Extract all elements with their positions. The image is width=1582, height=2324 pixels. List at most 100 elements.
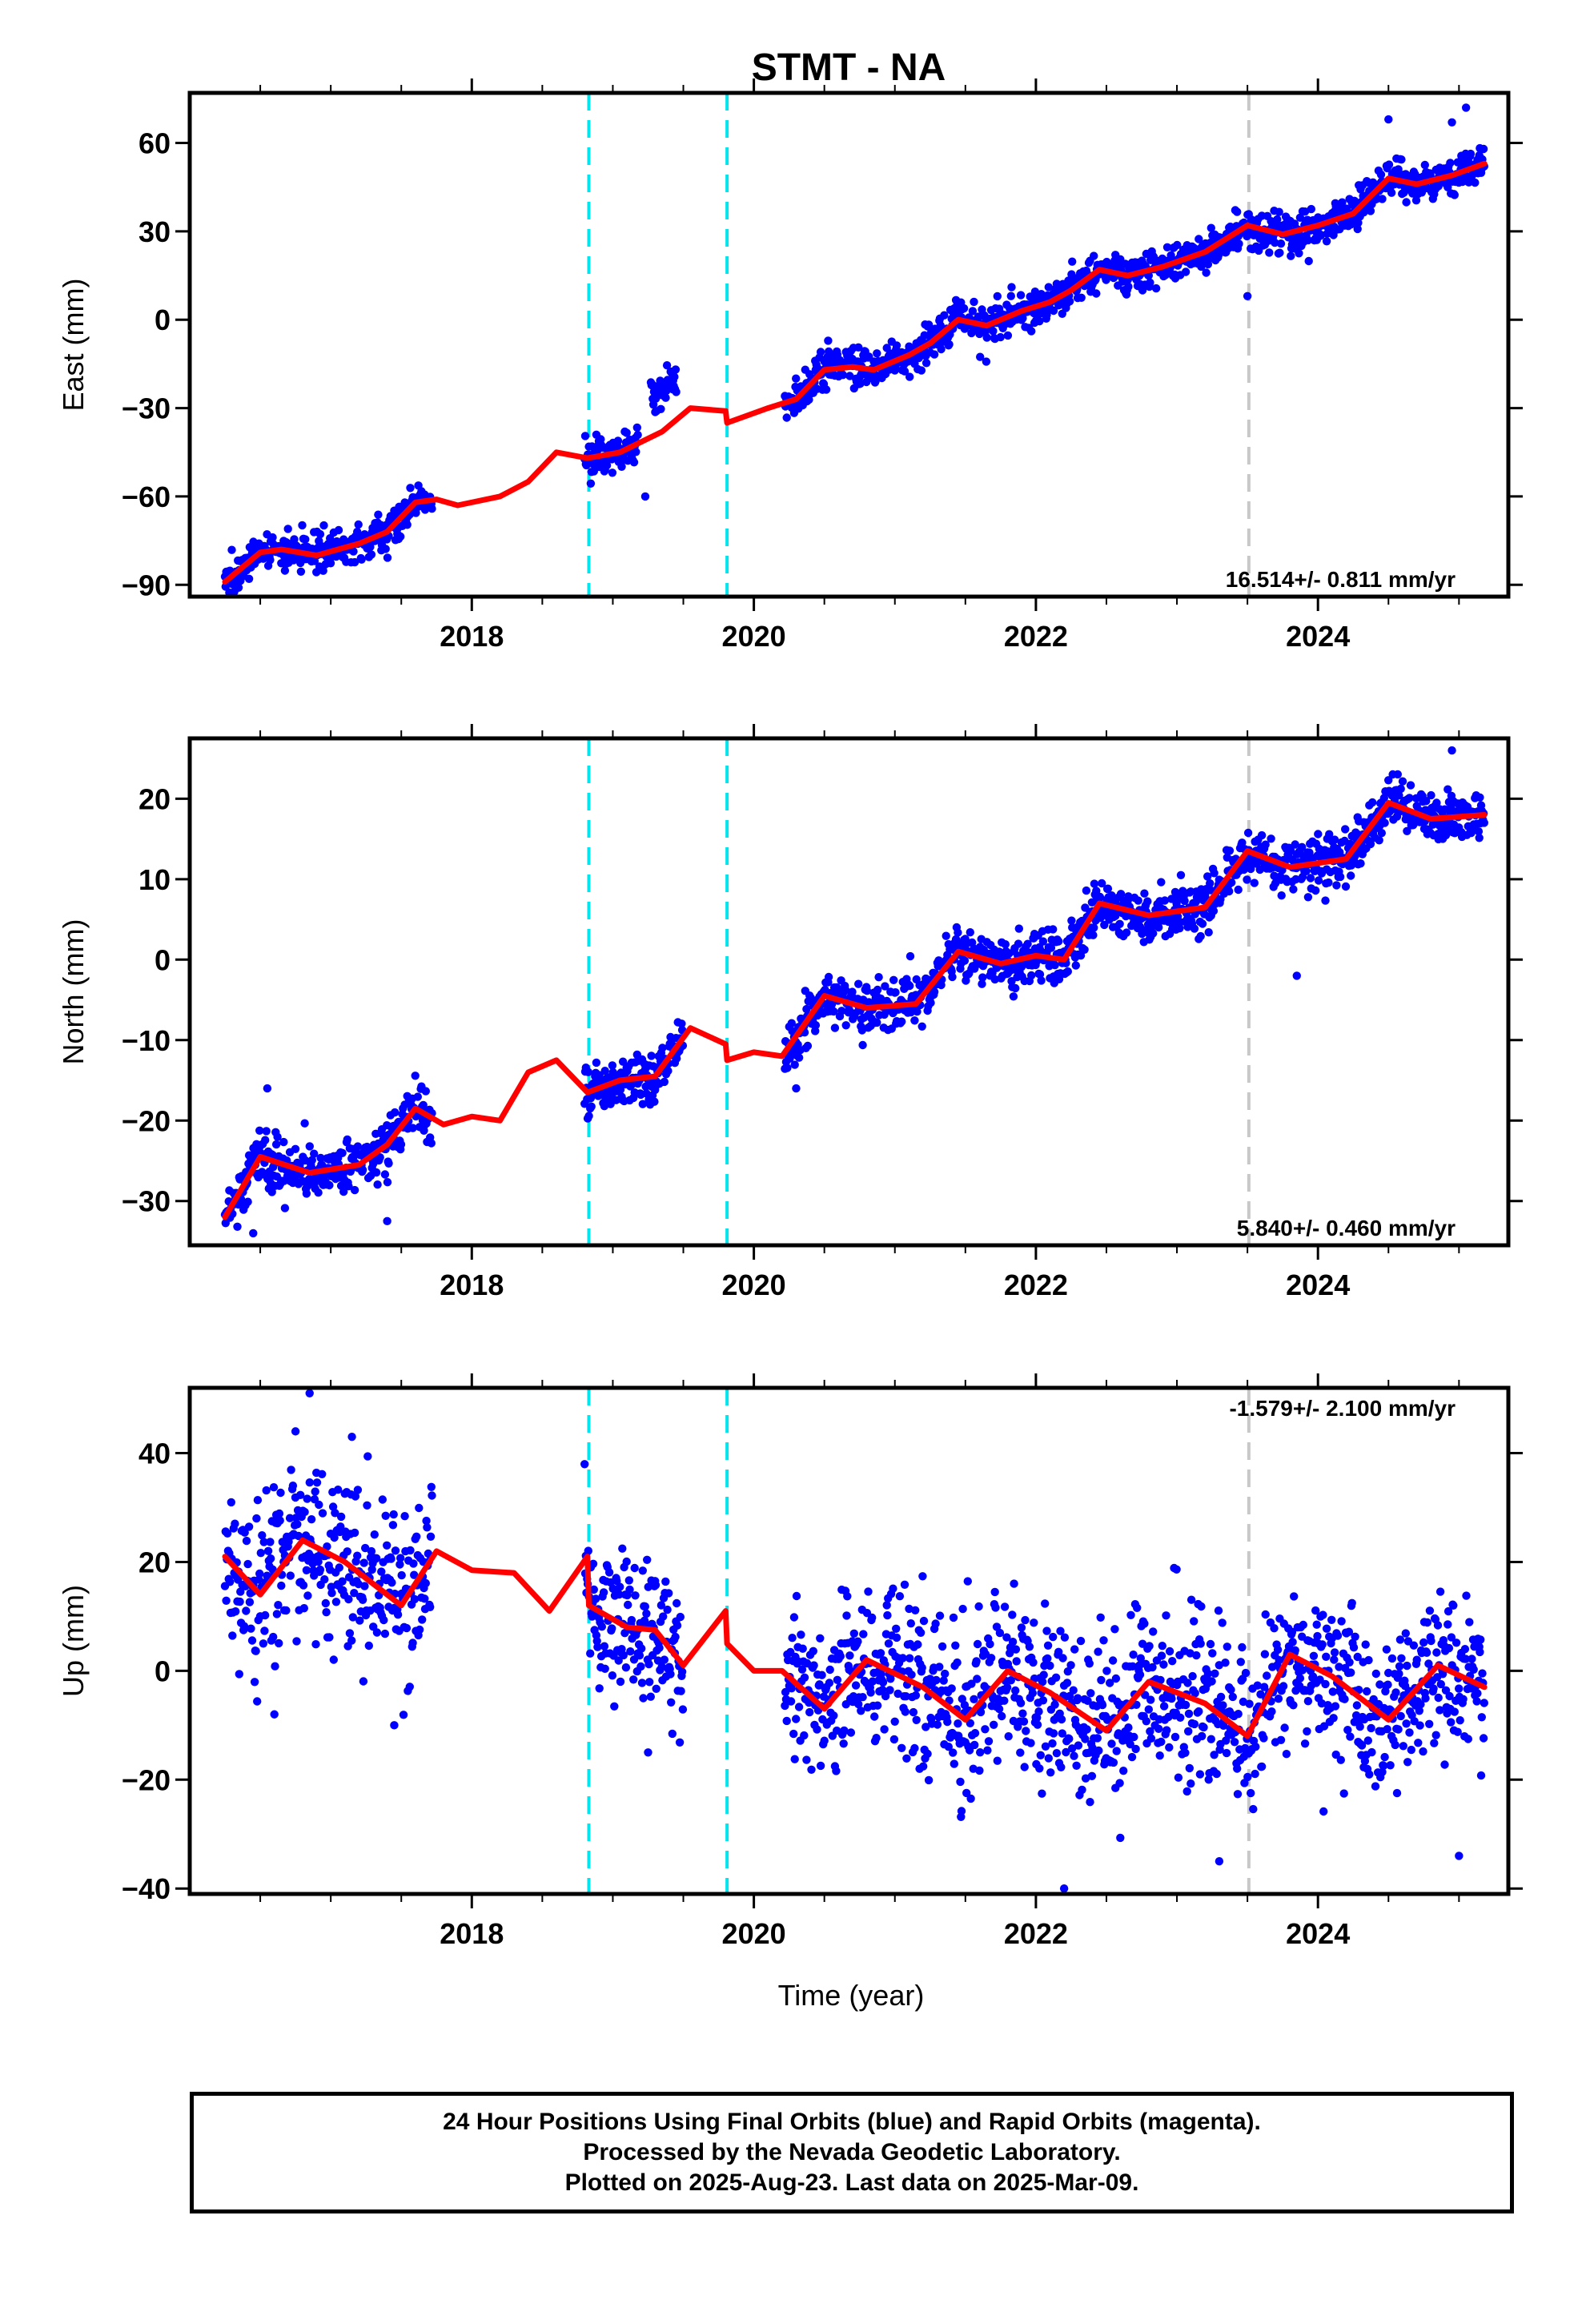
data-point xyxy=(1036,1751,1046,1759)
data-point xyxy=(305,1142,314,1151)
data-point xyxy=(1259,1683,1269,1691)
data-point xyxy=(792,1715,801,1723)
data-point xyxy=(599,1588,608,1597)
data-point xyxy=(1110,1625,1119,1634)
data-point xyxy=(418,1615,427,1624)
data-point xyxy=(1162,243,1172,251)
data-point xyxy=(233,1222,242,1232)
data-point xyxy=(1338,198,1347,207)
data-point xyxy=(1126,1610,1135,1620)
data-point xyxy=(255,1126,264,1136)
data-point xyxy=(1159,1702,1169,1711)
data-point xyxy=(336,1512,346,1522)
data-point xyxy=(981,1725,990,1734)
data-point xyxy=(1318,1640,1327,1649)
data-point xyxy=(998,1711,1006,1721)
data-point xyxy=(255,1569,264,1578)
data-point xyxy=(315,1565,325,1574)
data-point xyxy=(1312,1620,1321,1629)
data-point xyxy=(1211,1669,1219,1678)
data-point xyxy=(1016,1748,1025,1757)
data-point xyxy=(339,1187,348,1196)
data-point xyxy=(1190,1719,1199,1729)
data-point xyxy=(1409,1641,1419,1650)
data-point xyxy=(271,1140,281,1149)
data-point xyxy=(1365,1770,1374,1779)
data-point xyxy=(1167,1694,1176,1703)
data-point xyxy=(1183,1679,1192,1687)
data-point xyxy=(266,1538,275,1546)
data-point xyxy=(1347,1598,1356,1608)
data-point xyxy=(632,423,641,432)
data-point xyxy=(647,1051,656,1060)
data-point xyxy=(837,1007,846,1015)
data-point xyxy=(234,583,243,592)
data-point xyxy=(1238,1642,1247,1652)
data-point xyxy=(1357,1741,1367,1750)
outlier-point xyxy=(1243,292,1252,301)
data-point xyxy=(1131,1744,1140,1754)
y-tick-label: −90 xyxy=(122,569,171,601)
x-tick-label: 2018 xyxy=(440,1269,504,1301)
data-point xyxy=(1425,1719,1434,1728)
data-point xyxy=(314,1558,323,1566)
data-point xyxy=(279,1137,288,1147)
data-point xyxy=(1159,1660,1168,1669)
data-point xyxy=(1346,839,1355,849)
data-point xyxy=(318,1470,327,1479)
data-point xyxy=(358,1595,367,1605)
data-point xyxy=(644,1659,653,1669)
data-point xyxy=(1261,1610,1270,1619)
data-point xyxy=(789,1613,799,1622)
data-point xyxy=(1322,237,1331,246)
data-point xyxy=(957,1807,966,1815)
data-point xyxy=(388,1521,398,1530)
data-point xyxy=(616,1677,625,1687)
data-point xyxy=(1367,1747,1376,1757)
data-point xyxy=(1103,884,1113,893)
data-point xyxy=(912,1715,921,1724)
data-point xyxy=(1116,890,1126,899)
data-point xyxy=(1446,159,1455,167)
data-point xyxy=(1148,1663,1157,1672)
data-point xyxy=(1265,248,1274,257)
data-point xyxy=(1438,1670,1447,1679)
data-point xyxy=(890,1717,899,1726)
data-point xyxy=(300,1119,309,1128)
data-point xyxy=(1287,846,1295,856)
data-point xyxy=(1411,196,1421,205)
data-point xyxy=(950,1759,959,1768)
data-point xyxy=(660,1655,669,1664)
data-point xyxy=(1008,1610,1017,1619)
data-point xyxy=(939,1676,948,1685)
data-point xyxy=(396,1560,404,1569)
y-tick-label: −10 xyxy=(122,1024,171,1057)
data-point xyxy=(1383,1725,1391,1734)
data-point xyxy=(813,1725,821,1734)
data-point xyxy=(1346,1732,1355,1741)
data-point xyxy=(1008,1638,1018,1647)
data-point xyxy=(408,1638,417,1647)
data-point xyxy=(1273,1645,1283,1655)
data-point xyxy=(1190,1617,1199,1626)
data-point xyxy=(261,1610,270,1620)
data-point xyxy=(301,1156,310,1165)
data-point xyxy=(829,1007,838,1016)
data-point xyxy=(677,1687,685,1695)
data-point xyxy=(805,1707,814,1717)
data-point xyxy=(1303,893,1313,902)
data-point xyxy=(797,1665,807,1674)
data-point xyxy=(405,1683,414,1691)
data-point xyxy=(1395,1635,1405,1644)
data-point xyxy=(944,1743,954,1751)
data-point xyxy=(275,1509,284,1518)
data-point xyxy=(1329,1714,1338,1723)
data-point xyxy=(1290,1592,1299,1601)
data-point xyxy=(633,430,642,440)
data-point xyxy=(1176,1713,1185,1722)
y-tick-label: 10 xyxy=(139,863,171,896)
data-point xyxy=(1041,1742,1050,1751)
data-point xyxy=(1233,1790,1243,1799)
data-point xyxy=(1402,198,1411,207)
